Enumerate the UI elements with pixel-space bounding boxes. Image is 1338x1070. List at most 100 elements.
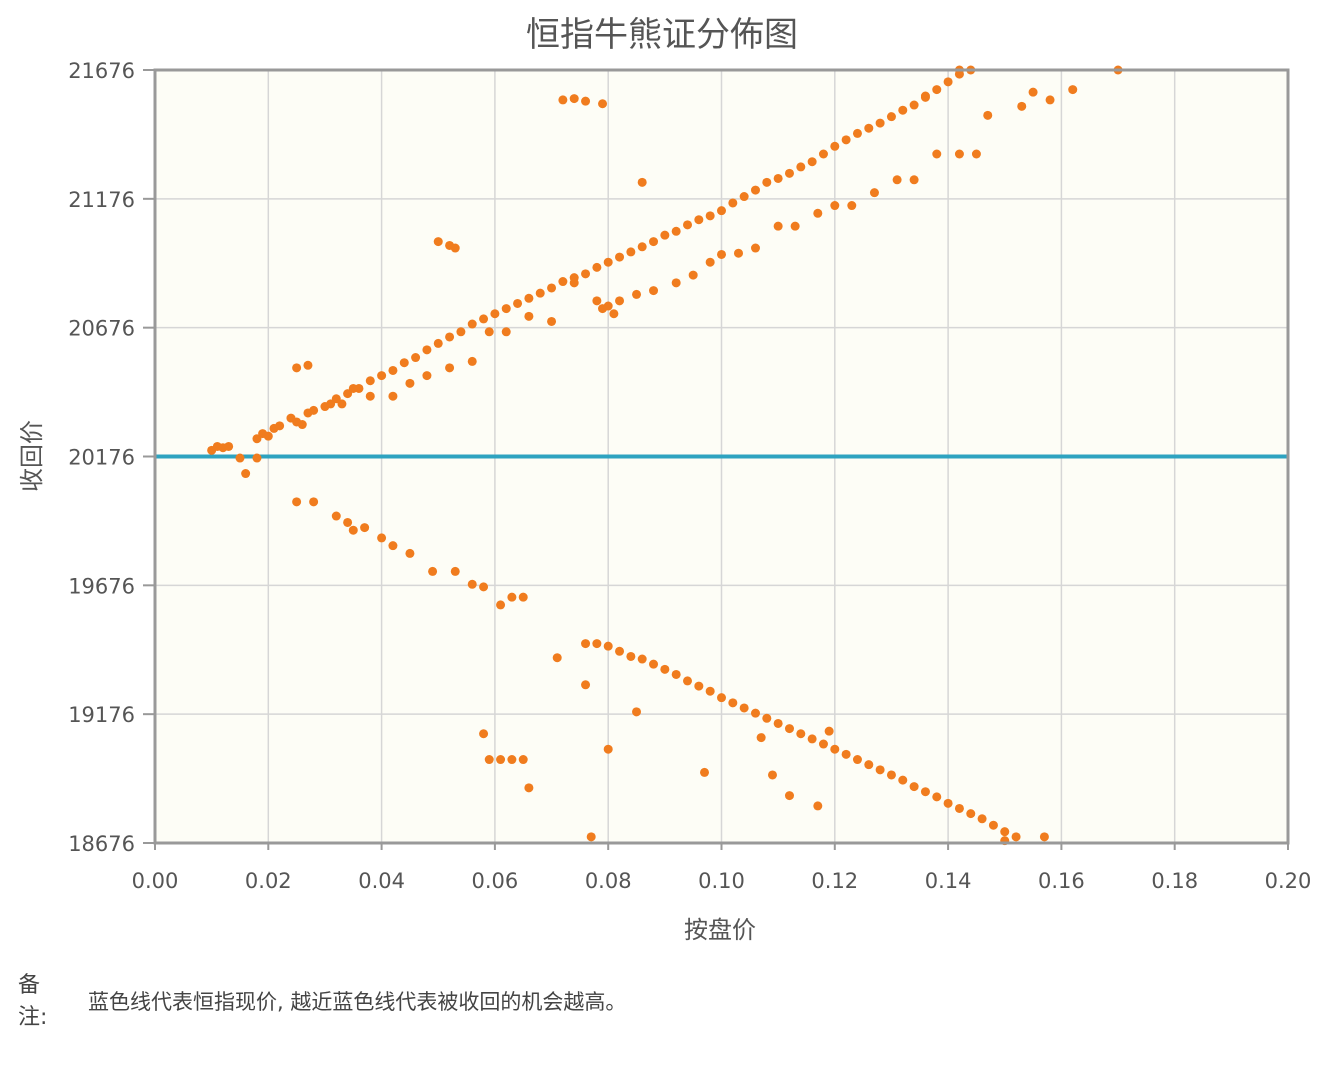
- data-point: [309, 405, 319, 415]
- data-point: [479, 582, 489, 592]
- data-point: [688, 270, 698, 280]
- data-point: [824, 726, 834, 736]
- data-point: [717, 206, 726, 216]
- data-point: [649, 659, 659, 669]
- data-point: [450, 566, 460, 576]
- data-point: [428, 566, 438, 576]
- data-point: [445, 363, 455, 373]
- data-point: [456, 327, 466, 337]
- data-point: [501, 327, 511, 337]
- data-point: [988, 820, 998, 830]
- data-point: [399, 358, 409, 368]
- data-point: [348, 383, 358, 393]
- data-point: [762, 713, 772, 723]
- data-point: [864, 123, 874, 133]
- data-point: [598, 304, 608, 314]
- data-point: [377, 371, 387, 381]
- data-point: [733, 248, 743, 258]
- scatter-chart: 0.00 0.02 0.04 0.06 0.08 0.10 0.12 0.14 0.16 0.18…: [18, 15, 1312, 944]
- data-point: [552, 653, 562, 663]
- data-point: [971, 149, 981, 159]
- x-tick-label: 0.20: [1265, 869, 1312, 893]
- data-point: [535, 288, 545, 298]
- data-point: [609, 309, 619, 319]
- data-point: [767, 770, 777, 780]
- data-point: [700, 767, 710, 777]
- data-point: [807, 157, 817, 167]
- data-point: [422, 371, 432, 381]
- data-point: [558, 95, 568, 105]
- data-point: [728, 198, 738, 208]
- x-tick-label: 0.14: [925, 869, 972, 893]
- x-tick-label: 0.06: [472, 869, 519, 893]
- data-point: [1017, 101, 1027, 111]
- data-point: [756, 733, 766, 743]
- data-point: [467, 319, 477, 329]
- data-point: [348, 525, 358, 535]
- data-point: [524, 293, 534, 303]
- data-point: [705, 686, 715, 696]
- data-point: [898, 775, 908, 785]
- data-point: [365, 391, 375, 401]
- data-point: [637, 177, 647, 187]
- data-point: [518, 592, 528, 602]
- data-point: [773, 173, 783, 183]
- data-point: [501, 304, 511, 314]
- data-point: [331, 511, 341, 521]
- data-point: [818, 149, 828, 159]
- data-point: [830, 141, 840, 151]
- data-point: [784, 791, 794, 801]
- points-layer: [207, 65, 1123, 846]
- data-point: [507, 592, 517, 602]
- data-point: [467, 356, 477, 366]
- data-point: [649, 237, 659, 247]
- data-point: [813, 801, 823, 811]
- x-tick-label: 0.04: [358, 869, 405, 893]
- data-point: [875, 765, 885, 775]
- data-point: [547, 283, 557, 293]
- x-axis-ticks: 0.00 0.02 0.04 0.06 0.08 0.10 0.12 0.14 0.16 0.18…: [132, 843, 1312, 893]
- data-point: [626, 651, 636, 661]
- data-point: [773, 718, 783, 728]
- data-point: [241, 469, 251, 479]
- data-point: [433, 237, 443, 247]
- data-point: [739, 703, 749, 713]
- data-point: [750, 708, 760, 718]
- data-point: [524, 783, 534, 793]
- data-point: [886, 770, 896, 780]
- data-point: [943, 77, 953, 87]
- data-point: [886, 112, 896, 122]
- data-point: [1011, 832, 1021, 842]
- data-point: [739, 192, 749, 202]
- data-point: [479, 314, 489, 324]
- data-point: [954, 803, 964, 813]
- data-point: [920, 91, 930, 101]
- data-point: [977, 814, 987, 824]
- data-point: [450, 243, 460, 253]
- data-point: [852, 128, 862, 138]
- data-point: [694, 215, 704, 225]
- data-point: [717, 693, 726, 703]
- x-tick-label: 0.02: [245, 869, 292, 893]
- data-point: [626, 247, 636, 257]
- data-point: [750, 185, 760, 195]
- data-point: [388, 541, 398, 551]
- data-point: [847, 201, 857, 211]
- data-point: [932, 792, 942, 802]
- y-tick-label: 21676: [68, 59, 135, 83]
- data-point: [569, 278, 579, 288]
- data-point: [586, 832, 596, 842]
- data-point: [581, 96, 591, 106]
- y-tick-label: 18676: [68, 832, 135, 856]
- data-point: [388, 365, 398, 375]
- note-text: 蓝色线代表恒指现价, 越近蓝色线代表被收回的机会越高。: [88, 990, 627, 1014]
- data-point: [337, 399, 347, 409]
- y-tick-label: 19176: [68, 703, 135, 727]
- data-point: [943, 798, 953, 808]
- data-point: [405, 378, 415, 388]
- data-point: [377, 533, 387, 543]
- data-point: [292, 497, 302, 507]
- data-point: [898, 105, 908, 115]
- data-point: [303, 360, 313, 370]
- y-tick-label: 20676: [68, 317, 135, 341]
